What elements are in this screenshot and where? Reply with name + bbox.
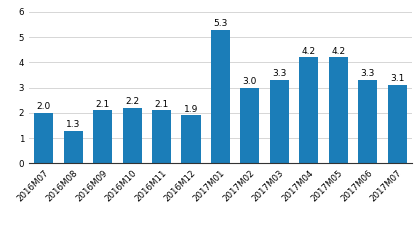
Text: 4.2: 4.2 (302, 47, 316, 56)
Text: 2.0: 2.0 (37, 102, 51, 111)
Text: 2.1: 2.1 (154, 100, 169, 109)
Bar (358, 80, 377, 163)
Bar (93, 110, 112, 163)
Bar (270, 80, 289, 163)
Text: 1.9: 1.9 (184, 105, 198, 114)
Bar (34, 113, 53, 163)
Bar (388, 85, 407, 163)
Text: 3.3: 3.3 (272, 69, 287, 78)
Bar (152, 110, 171, 163)
Text: 1.3: 1.3 (66, 120, 80, 129)
Bar (123, 108, 142, 163)
Bar (181, 116, 201, 163)
Text: 5.3: 5.3 (213, 19, 228, 28)
Text: 4.2: 4.2 (331, 47, 345, 56)
Bar (240, 88, 260, 163)
Text: 3.0: 3.0 (243, 77, 257, 86)
Text: 2.1: 2.1 (96, 100, 110, 109)
Text: 2.2: 2.2 (125, 97, 139, 106)
Bar (329, 57, 348, 163)
Text: 3.3: 3.3 (361, 69, 375, 78)
Bar (299, 57, 318, 163)
Bar (211, 30, 230, 163)
Bar (64, 131, 83, 163)
Text: 3.1: 3.1 (390, 74, 404, 83)
